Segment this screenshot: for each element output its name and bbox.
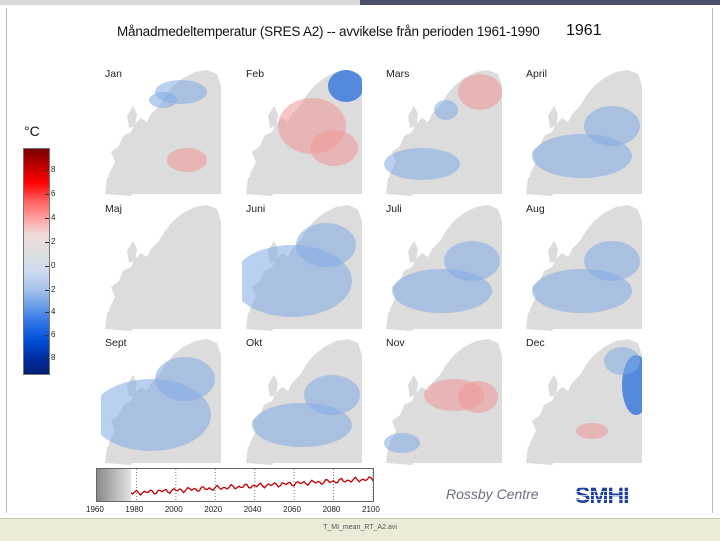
month-map-juni: Juni [242, 201, 362, 331]
timeline-year-label: 2000 [164, 505, 183, 514]
europe-map [242, 335, 362, 465]
europe-map [242, 201, 362, 331]
month-label: Feb [246, 68, 265, 80]
color-scale-tick-mark [45, 218, 49, 219]
color-scale-tick-label: 2 [51, 285, 56, 294]
footer-bar: T_MI_mean_RT_A2.avi [0, 518, 720, 541]
month-map-sept: Sept [101, 335, 221, 465]
month-label: Mars [386, 68, 410, 80]
month-map-dec: Dec [522, 335, 642, 465]
right-border [712, 8, 713, 513]
color-scale-tick-label: 6 [51, 189, 56, 198]
month-map-okt: Okt [242, 335, 362, 465]
figure-title: Månadmedeltemperatur (SRES A2) -- avvike… [117, 24, 540, 39]
month-map-aug: Aug [522, 201, 642, 331]
color-scale-tick-label: 8 [51, 165, 56, 174]
color-scale-tick-mark [45, 266, 49, 267]
timeline-year-label: 2100 [362, 505, 380, 514]
color-scale-tick-mark [45, 290, 49, 291]
europe-map [242, 66, 362, 196]
month-map-nov: Nov [382, 335, 502, 465]
color-scale-tick-label: 4 [51, 307, 56, 316]
europe-map [101, 335, 221, 465]
month-map-mars: Mars [382, 66, 502, 196]
rossby-centre-logo: Rossby Centre [446, 486, 539, 502]
color-scale-tick-label: 6 [51, 330, 56, 339]
month-map-feb: Feb [242, 66, 362, 196]
temperature-series-line [96, 476, 374, 498]
timeline-plot [96, 469, 374, 501]
color-scale-tick-mark [45, 170, 49, 171]
europe-map [101, 66, 221, 196]
month-label: Aug [526, 203, 545, 215]
timeline-year-label: 2040 [243, 505, 262, 514]
month-label: Nov [386, 337, 405, 349]
europe-map [101, 201, 221, 331]
month-map-jan: Jan [101, 66, 221, 196]
top-bar-accent [360, 0, 720, 5]
month-map-juli: Juli [382, 201, 502, 331]
left-border [6, 8, 7, 513]
month-label: Jan [105, 68, 122, 80]
timeline-year-label: 2020 [204, 505, 223, 514]
elapsed-period-shade [97, 469, 131, 501]
color-scale-bar [23, 148, 50, 375]
month-map-april: April [522, 66, 642, 196]
footer-filename: T_MI_mean_RT_A2.avi [323, 524, 397, 531]
color-scale-tick-mark [45, 194, 49, 195]
color-scale-tick-mark [45, 335, 49, 336]
month-label: April [526, 68, 548, 80]
europe-map [382, 201, 502, 331]
year-display: 1961 [566, 22, 602, 39]
color-scale-tick-label: 8 [51, 353, 56, 362]
color-scale-tick-mark [45, 358, 49, 359]
month-label: Dec [526, 337, 545, 349]
timeline-year-label: 2060 [283, 505, 301, 514]
europe-map [382, 335, 502, 465]
timeline-year-label: 1980 [125, 505, 144, 514]
color-scale-tick-label: 4 [51, 213, 56, 222]
month-label: Maj [105, 203, 122, 215]
europe-map [522, 201, 642, 331]
color-scale-tick-mark [45, 312, 49, 313]
month-map-maj: Maj [101, 201, 221, 331]
month-label: Juli [386, 203, 402, 215]
timeline-year-label: 1960 [86, 505, 104, 514]
unit-label: °C [24, 123, 40, 139]
color-scale-tick-mark [45, 242, 49, 243]
color-scale-tick-label: 0 [51, 261, 56, 270]
smhi-logo-stripes [575, 480, 647, 504]
month-label: Okt [246, 337, 263, 349]
europe-map [522, 335, 642, 465]
europe-map [522, 66, 642, 196]
color-scale-tick-label: 2 [51, 237, 56, 246]
month-label: Juni [246, 203, 266, 215]
europe-map [382, 66, 502, 196]
timeline-year-label: 2080 [322, 505, 341, 514]
month-label: Sept [105, 337, 127, 349]
timeline-chart [96, 468, 374, 502]
